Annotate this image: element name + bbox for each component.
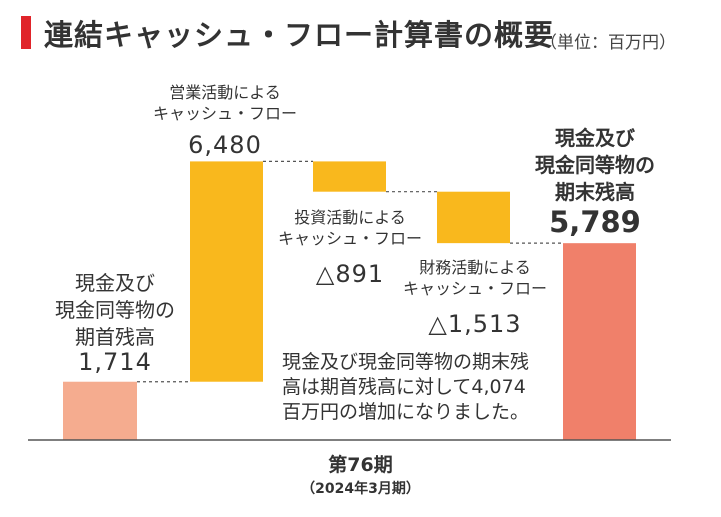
investing-label-line: 投資活動による [294, 208, 406, 227]
opening-label-line: 現金同等物の [55, 298, 175, 322]
investing-label-line: キャッシュ・フロー [277, 229, 422, 248]
unit-label: （単位：百万円） [540, 33, 676, 53]
investing-label: 投資活動による キャッシュ・フロー [265, 207, 435, 249]
summary-note: 現金及び現金同等物の期末残 高は期首残高に対して4,074 百万円の増加になりま… [282, 350, 562, 425]
period-label: 第76期 [328, 454, 393, 476]
summary-note-line: 高は期首残高に対して4,074 [282, 376, 526, 398]
closing-label: 現金及び 現金同等物の 期末残高 [520, 125, 670, 206]
financing-label-line: キャッシュ・フロー [402, 279, 547, 298]
bar-financing [437, 191, 510, 244]
opening-value: 1,714 [78, 348, 152, 376]
bar-operating [190, 161, 263, 382]
bar-investing [313, 161, 386, 192]
opening-label-line: 期首残高 [75, 325, 155, 349]
investing-value: △891 [315, 260, 385, 288]
financing-label: 財務活動による キャッシュ・フロー [390, 257, 560, 299]
period-sub-label: （2024年3月期） [301, 481, 420, 497]
closing-label-line: 現金同等物の [535, 153, 655, 177]
summary-note-line: 現金及び現金同等物の期末残 [282, 351, 530, 373]
closing-value: 5,789 [549, 205, 641, 239]
title-accent-bar [21, 16, 31, 49]
financing-label-line: 財務活動による [419, 258, 531, 277]
page-title: 連結キャッシュ・フロー計算書の概要 [44, 18, 555, 52]
closing-label-line: 現金及び [555, 126, 635, 150]
closing-label-line: 期末残高 [555, 180, 635, 204]
operating-value: 6,480 [188, 131, 262, 159]
operating-label: 営業活動による キャッシュ・フロー [140, 82, 310, 124]
opening-label: 現金及び 現金同等物の 期首残高 [40, 270, 190, 351]
opening-label-line: 現金及び [75, 271, 155, 295]
bar-opening [63, 381, 137, 440]
financing-value: △1,513 [428, 310, 522, 338]
operating-label-line: 営業活動による [169, 83, 281, 102]
operating-label-line: キャッシュ・フロー [152, 104, 297, 123]
summary-note-line: 百万円の増加になりました。 [282, 401, 530, 423]
bar-closing [563, 243, 636, 440]
